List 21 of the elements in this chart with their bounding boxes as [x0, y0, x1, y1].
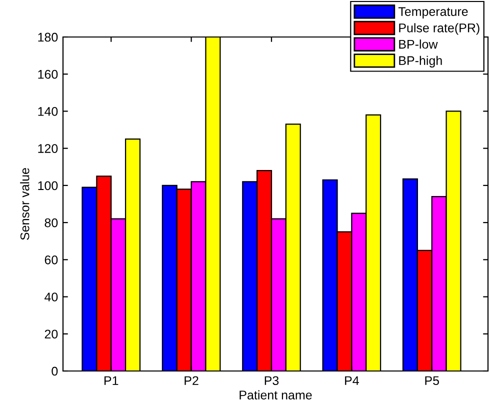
x-axis-title: Patient name — [240, 390, 312, 400]
y-tick-label: 40 — [44, 292, 58, 302]
legend-label: Pulse rate(PR) — [399, 23, 480, 35]
y-tick-label: 140 — [38, 107, 58, 116]
y-tick-label: 20 — [44, 330, 58, 339]
y-tick-label: 60 — [44, 255, 58, 264]
legend-label: BP-low — [399, 40, 438, 49]
x-tick-label: P1 — [104, 376, 118, 385]
y-tick-label: 180 — [38, 32, 58, 42]
y-tick-label: 80 — [44, 218, 58, 228]
x-tick-label: P4 — [345, 376, 359, 385]
y-tick-label: 160 — [38, 70, 58, 79]
y-tick-label: 120 — [38, 144, 58, 153]
x-tick-label: P5 — [425, 376, 439, 386]
x-tick-label: P2 — [184, 376, 198, 385]
legend-label: BP-high — [399, 56, 442, 68]
y-tick-label: 100 — [38, 181, 58, 190]
y-axis-title: Sensor value — [20, 168, 30, 240]
y-tick-label: 0 — [52, 366, 58, 376]
legend-label: Temperature — [398, 7, 468, 18]
x-tick-label: P3 — [264, 376, 279, 386]
